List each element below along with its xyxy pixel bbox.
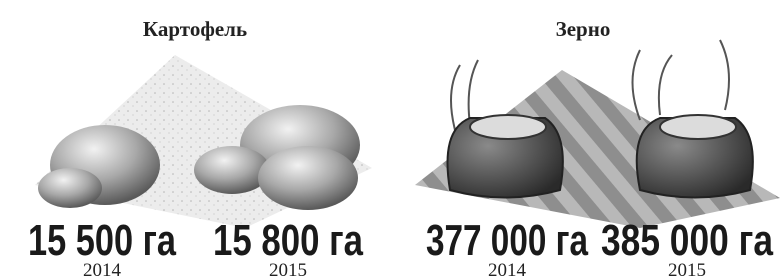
panel-title: Картофель bbox=[143, 17, 247, 41]
infographic: Картофель Зерно 15 500 га 15 800 га 377 … bbox=[0, 0, 780, 280]
value-label: 377 000 га bbox=[426, 216, 588, 265]
panel-title: Зерно bbox=[556, 17, 611, 41]
year-label: 2015 bbox=[269, 260, 307, 280]
value-label: 15 500 га bbox=[28, 216, 176, 265]
year-label: 2014 bbox=[488, 260, 527, 280]
grain-bag-2015 bbox=[633, 40, 753, 198]
value-label: 385 000 га bbox=[601, 216, 773, 265]
value-label: 15 800 га bbox=[213, 216, 363, 265]
year-label: 2014 bbox=[83, 260, 122, 280]
grain-bag-2014 bbox=[448, 60, 563, 198]
year-label: 2015 bbox=[668, 260, 706, 280]
